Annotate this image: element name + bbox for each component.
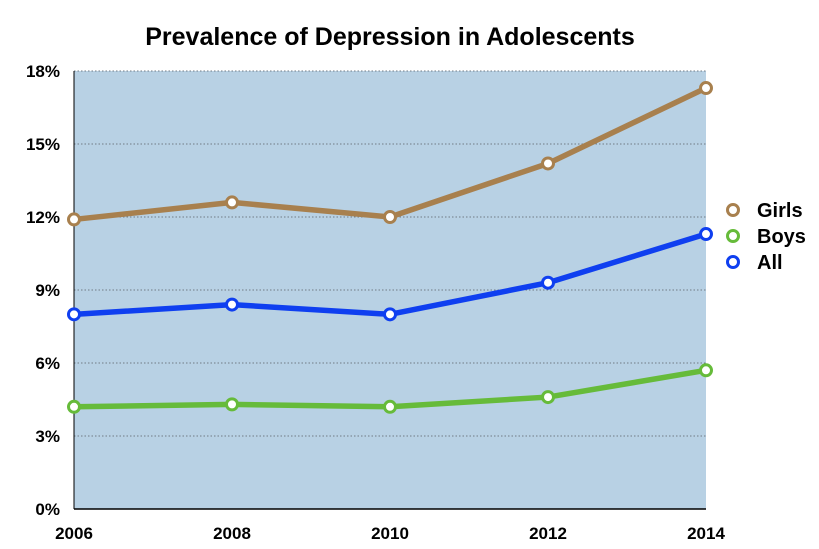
legend-marker — [726, 255, 740, 269]
y-tick-label: 0% — [35, 500, 60, 519]
x-tick-label: 2014 — [687, 524, 725, 543]
data-point-girls — [67, 212, 81, 227]
data-point-boys — [541, 390, 555, 405]
y-tick-label: 15% — [26, 135, 60, 154]
series-all — [67, 227, 713, 322]
legend-marker — [726, 203, 740, 217]
y-tick-label: 6% — [35, 354, 60, 373]
data-point-girls — [541, 156, 555, 171]
series-lines — [67, 81, 713, 414]
x-tick-label: 2006 — [55, 524, 93, 543]
series-girls — [67, 81, 713, 227]
y-tick-label: 3% — [35, 427, 60, 446]
data-point-girls — [383, 210, 397, 224]
legend-marker — [726, 229, 740, 243]
legend: Girls Boys All — [726, 200, 806, 274]
data-point-all — [383, 307, 397, 322]
data-point-boys — [225, 397, 239, 412]
data-point-all — [67, 307, 81, 322]
data-point-boys — [383, 399, 397, 414]
x-tick-label: 2010 — [371, 524, 409, 543]
legend-item-girls: Girls — [726, 200, 803, 222]
data-point-boys — [67, 399, 81, 414]
y-tick-label: 9% — [35, 281, 60, 300]
x-tick-label: 2008 — [213, 524, 251, 543]
y-axis-ticks: 0% 3% 6% 9% 12% 15% 18% — [26, 62, 60, 519]
data-point-boys — [699, 363, 713, 378]
data-point-all — [541, 275, 555, 290]
legend-item-boys: Boys — [726, 226, 806, 248]
x-tick-label: 2012 — [529, 524, 567, 543]
data-point-girls — [225, 195, 239, 210]
data-point-girls — [699, 81, 713, 96]
data-point-all — [225, 297, 239, 312]
legend-label: Boys — [757, 226, 806, 248]
x-axis-ticks: 2006 2008 2010 2012 2014 — [55, 524, 725, 543]
series-boys — [67, 363, 713, 414]
legend-label: Girls — [757, 200, 803, 222]
chart-title: Prevalence of Depression in Adolescents — [145, 23, 635, 51]
legend-item-all: All — [726, 252, 783, 274]
y-tick-label: 12% — [26, 208, 60, 227]
data-point-all — [699, 227, 713, 242]
y-tick-label: 18% — [26, 62, 60, 81]
legend-label: All — [757, 252, 783, 274]
axes — [73, 71, 706, 510]
